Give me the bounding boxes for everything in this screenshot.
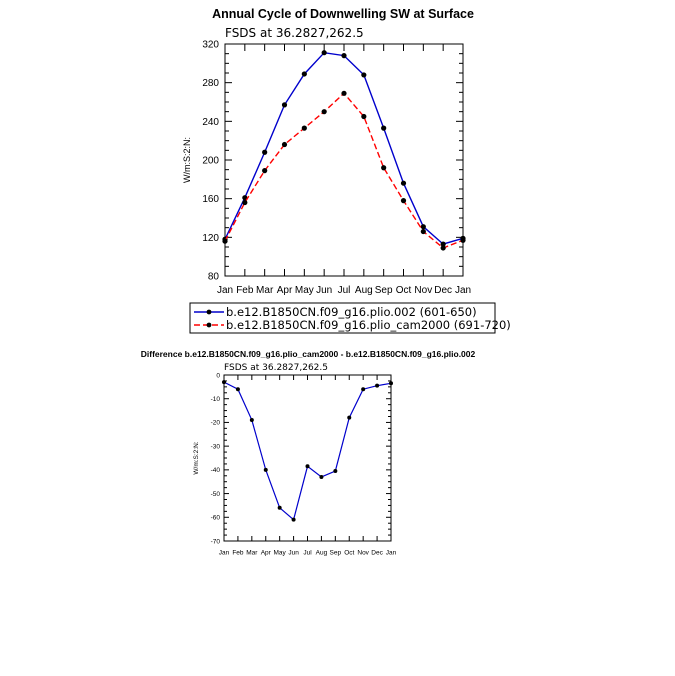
data-point: [341, 53, 347, 59]
x-tick-label: Jun: [316, 285, 332, 296]
data-point: [281, 102, 288, 108]
data-point: [242, 199, 248, 206]
x-tick-label: Jan: [455, 285, 471, 296]
y-tick-label: 120: [202, 233, 219, 244]
data-point: [333, 469, 338, 474]
x-tick-label: Aug: [355, 285, 373, 296]
series-line: [223, 381, 392, 521]
data-point: [291, 517, 296, 522]
y-tick-label: 160: [202, 194, 219, 205]
y-tick-label: -30: [211, 443, 221, 450]
chart-subtitle: FSDS at 36.2827,262.5: [224, 363, 328, 373]
plot-frame: [223, 374, 392, 542]
data-point: [361, 387, 366, 392]
x-tick-label: Nov: [357, 550, 369, 557]
x-tick-label: May: [274, 550, 287, 557]
data-point: [263, 467, 268, 472]
data-point: [381, 125, 387, 131]
data-point: [281, 141, 288, 148]
series-line: [224, 92, 464, 249]
data-point: [400, 198, 407, 204]
legend-label: b.e12.B1850CN.f09_g16.plio_cam2000 (691-…: [226, 318, 511, 332]
data-point: [242, 195, 248, 201]
y-tick-label: -50: [211, 491, 221, 498]
y-tick-label: 280: [202, 78, 219, 89]
data-point: [389, 381, 393, 386]
x-tick-label: Jun: [288, 550, 299, 557]
x-tick-label: Jul: [338, 285, 351, 296]
x-tick-label: Dec: [371, 550, 383, 557]
x-tick-label: Sep: [375, 285, 393, 296]
data-point: [321, 109, 327, 115]
x-tick-label: May: [295, 285, 314, 296]
data-point: [262, 168, 268, 174]
y-axis-label: W/m:S:2:N:: [182, 137, 192, 183]
y-tick-label: -70: [211, 538, 221, 545]
x-tick-label: Jul: [303, 550, 312, 557]
y-tick-label: -60: [211, 515, 221, 522]
data-point: [420, 228, 426, 235]
chart-subtitle: FSDS at 36.2827,262.5: [225, 26, 364, 40]
data-point: [321, 50, 327, 56]
x-tick-label: Apr: [277, 285, 293, 296]
x-tick-label: Apr: [261, 550, 272, 557]
data-point: [381, 165, 387, 171]
data-point: [420, 224, 426, 230]
x-tick-label: Jan: [219, 550, 230, 557]
data-point: [249, 418, 254, 423]
data-point: [347, 415, 352, 420]
x-tick-label: Jan: [386, 550, 397, 557]
x-tick-label: Nov: [414, 285, 432, 296]
x-tick-label: Mar: [246, 550, 258, 557]
chart-title: Difference b.e12.B1850CN.f09_g16.plio_ca…: [141, 349, 476, 359]
y-tick-label: 0: [216, 372, 220, 379]
y-tick-label: 320: [202, 40, 219, 51]
chart-title: Annual Cycle of Downwelling SW at Surfac…: [212, 7, 474, 21]
data-point: [440, 241, 446, 247]
x-tick-label: Oct: [396, 285, 412, 296]
legend-marker: [206, 322, 212, 328]
data-point: [400, 180, 407, 186]
x-tick-label: Feb: [232, 550, 244, 557]
x-tick-label: Feb: [236, 285, 254, 296]
y-tick-label: 200: [202, 156, 219, 167]
data-point: [235, 387, 240, 392]
data-point: [305, 464, 310, 469]
data-point: [440, 245, 446, 251]
y-tick-label: -20: [211, 420, 221, 427]
x-tick-label: Mar: [256, 285, 274, 296]
x-tick-label: Aug: [316, 550, 328, 557]
data-point: [361, 72, 367, 78]
series-line: [224, 51, 464, 245]
data-point: [222, 238, 228, 244]
data-point: [460, 237, 466, 243]
data-point: [341, 90, 347, 96]
x-tick-label: Sep: [330, 550, 342, 557]
data-point: [361, 113, 367, 120]
data-point: [319, 474, 324, 479]
data-point: [262, 149, 268, 155]
data-point: [277, 505, 282, 510]
legend-label: b.e12.B1850CN.f09_g16.plio.002 (601-650): [226, 305, 477, 319]
y-tick-label: 80: [208, 272, 220, 283]
data-point: [375, 383, 380, 388]
y-tick-label: -10: [211, 396, 221, 403]
x-tick-label: Jan: [217, 285, 233, 296]
y-tick-label: 240: [202, 117, 219, 128]
legend-marker: [206, 309, 212, 315]
data-point: [301, 125, 307, 131]
y-axis-label: W/m:S:2:N:: [193, 441, 200, 474]
x-tick-label: Dec: [434, 285, 452, 296]
data-point: [222, 380, 226, 385]
data-point: [301, 71, 307, 77]
y-tick-label: -40: [211, 467, 221, 474]
x-tick-label: Oct: [344, 550, 354, 557]
legend-box: [189, 302, 496, 334]
